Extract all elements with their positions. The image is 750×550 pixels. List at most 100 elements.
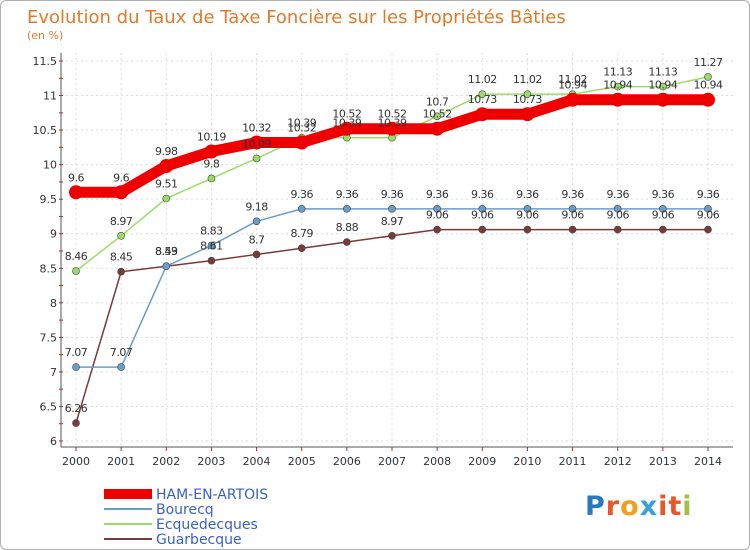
data-point-guarbecque xyxy=(252,250,261,259)
data-label-guarbecque: 6.26 xyxy=(65,402,88,415)
data-point-guarbecque xyxy=(388,232,396,240)
data-label-ecquedecques: 9.8 xyxy=(203,157,219,170)
data-label-ecquedecques: 11.13 xyxy=(603,66,632,79)
logo-letter: o xyxy=(620,491,640,522)
data-label-bourecq: 9.36 xyxy=(426,188,449,201)
y-tick-label: 8 xyxy=(50,297,57,310)
data-point-bourecq xyxy=(659,205,667,213)
data-label-guarbecque: 8.61 xyxy=(200,240,223,253)
data-point-guarbecque xyxy=(704,225,712,234)
data-point-ecquedecques xyxy=(478,90,487,98)
data-point-guarbecque xyxy=(297,244,306,253)
y-tick-label: 9.5 xyxy=(40,193,58,206)
data-point-ham-en-artois xyxy=(249,135,264,150)
data-label-bourecq: 9.36 xyxy=(561,188,584,201)
legend-label-ham-en-artois: HAM-EN-ARTOIS xyxy=(156,487,268,503)
x-tick-label: 2008 xyxy=(423,455,451,468)
data-label-ecquedecques: 11.27 xyxy=(694,56,723,69)
data-point-ham-en-artois xyxy=(385,121,399,136)
data-point-guarbecque xyxy=(72,419,80,427)
data-point-ham-en-artois xyxy=(565,92,580,107)
data-point-guarbecque xyxy=(343,238,351,246)
legend-label-guarbecque: Guarbecque xyxy=(156,532,242,548)
chart-subtitle: (en %) xyxy=(27,29,64,42)
x-tick-label: 2009 xyxy=(468,455,496,468)
data-point-guarbecque xyxy=(613,225,622,234)
data-point-ham-en-artois xyxy=(294,135,309,150)
data-label-ham-en-artois: 9.98 xyxy=(155,145,178,158)
data-point-bourecq xyxy=(523,205,532,213)
data-label-guarbecque: 9.06 xyxy=(606,209,629,222)
data-label-ecquedecques: 11.02 xyxy=(558,73,587,86)
data-point-bourecq xyxy=(704,205,712,213)
logo-letter: P xyxy=(585,491,606,522)
data-point-guarbecque xyxy=(659,225,667,234)
data-label-ecquedecques: 11.02 xyxy=(468,73,497,86)
x-tick-label: 2001 xyxy=(107,455,135,468)
data-point-ham-en-artois xyxy=(701,92,715,107)
data-label-guarbecque: 8.45 xyxy=(110,251,133,264)
data-label-ecquedecques: 10.09 xyxy=(242,137,271,150)
data-point-guarbecque xyxy=(568,225,577,234)
data-point-ecquedecques xyxy=(704,73,712,81)
data-label-ham-en-artois: 10.94 xyxy=(558,79,587,92)
data-point-ham-en-artois xyxy=(610,92,625,107)
logo-letter: x xyxy=(639,491,659,522)
data-point-ecquedecques xyxy=(613,82,622,91)
data-point-bourecq xyxy=(568,205,577,213)
data-point-ecquedecques xyxy=(433,112,441,121)
y-tick-label: 11.5 xyxy=(33,55,58,68)
data-point-ham-en-artois xyxy=(69,185,83,200)
y-tick-label: 7 xyxy=(50,366,57,379)
data-label-bourecq: 9.36 xyxy=(381,188,404,201)
data-label-ecquedecques: 10.39 xyxy=(332,117,361,130)
logo-letter: i xyxy=(658,491,669,522)
legend-label-bourecq: Bourecq xyxy=(156,502,214,518)
x-tick-label: 2004 xyxy=(243,455,271,468)
x-tick-label: 2003 xyxy=(197,455,225,468)
data-point-bourecq xyxy=(297,205,306,213)
data-point-ecquedecques xyxy=(523,90,532,98)
data-point-ecquedecques xyxy=(207,174,216,183)
data-label-guarbecque: 9.06 xyxy=(471,209,494,222)
data-point-ham-en-artois xyxy=(655,92,670,107)
data-label-bourecq: 9.36 xyxy=(290,188,313,201)
data-label-bourecq: 9.36 xyxy=(697,188,720,201)
data-label-bourecq: 9.36 xyxy=(606,188,629,201)
y-tick-label: 8.5 xyxy=(40,262,58,275)
x-tick-label: 2002 xyxy=(152,455,180,468)
data-point-ham-en-artois xyxy=(339,121,354,136)
y-tick-label: 6 xyxy=(50,435,57,448)
data-label-ham-en-artois: 10.52 xyxy=(423,108,452,121)
data-point-bourecq xyxy=(388,205,396,213)
data-label-guarbecque: 9.06 xyxy=(516,209,539,222)
data-label-bourecq: 9.36 xyxy=(471,188,494,201)
x-tick-label: 2007 xyxy=(378,455,406,468)
legend-label-ecquedecques: Ecquedecques xyxy=(156,517,258,533)
data-label-ecquedecques: 9.51 xyxy=(155,177,178,190)
x-tick-label: 2006 xyxy=(333,455,361,468)
y-tick-label: 7.5 xyxy=(40,331,58,344)
y-tick-label: 6.5 xyxy=(40,400,58,413)
data-point-guarbecque xyxy=(433,225,441,234)
data-point-bourecq xyxy=(72,363,80,371)
data-label-ecquedecques: 10.39 xyxy=(287,117,316,130)
logo-letter: r xyxy=(605,491,621,522)
plot-area xyxy=(61,53,733,447)
data-point-bourecq xyxy=(478,205,487,213)
data-label-ecquedecques: 10.39 xyxy=(378,117,407,130)
data-point-ham-en-artois xyxy=(475,107,490,122)
data-label-bourecq: 9.36 xyxy=(652,188,675,201)
data-point-bourecq xyxy=(207,241,216,250)
data-label-bourecq: 7.07 xyxy=(110,346,133,359)
x-tick-label: 2005 xyxy=(288,455,316,468)
data-point-guarbecque xyxy=(523,225,532,234)
data-point-bourecq xyxy=(343,205,351,213)
data-label-ham-en-artois: 9.6 xyxy=(68,171,84,184)
data-label-ham-en-artois: 10.52 xyxy=(378,108,407,121)
data-point-bourecq xyxy=(117,363,125,371)
logo-letter: t xyxy=(668,491,683,522)
data-label-guarbecque: 8.88 xyxy=(336,221,359,234)
data-point-bourecq xyxy=(162,262,171,271)
